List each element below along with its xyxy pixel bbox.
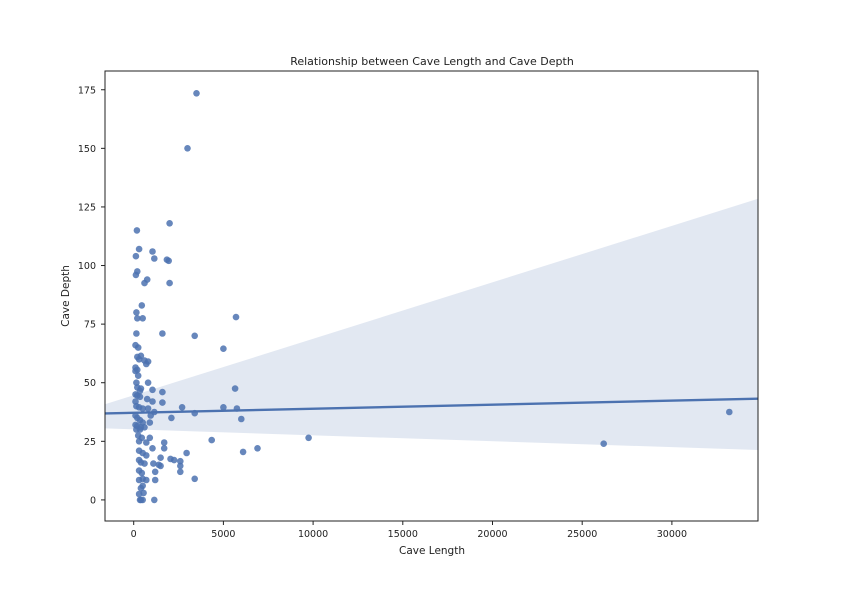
- data-point: [141, 279, 148, 287]
- data-point: [143, 395, 151, 403]
- data-point: [191, 475, 198, 483]
- data-point: [135, 245, 143, 253]
- data-point: [183, 449, 190, 457]
- data-point: [231, 385, 239, 392]
- data-point: [133, 309, 140, 316]
- data-point: [135, 438, 143, 445]
- y-tick-label: 25: [84, 437, 96, 448]
- data-point: [134, 372, 142, 380]
- y-tick-label: 75: [84, 320, 96, 331]
- data-point: [139, 315, 146, 322]
- data-point: [147, 412, 154, 419]
- data-point: [220, 345, 227, 353]
- confidence-band: [105, 198, 758, 450]
- data-point: [136, 393, 144, 401]
- data-point: [141, 460, 148, 467]
- data-point: [166, 220, 173, 227]
- data-point: [177, 457, 184, 465]
- data-point: [193, 90, 200, 97]
- data-point: [149, 386, 156, 394]
- data-point: [166, 279, 173, 287]
- data-point: [159, 330, 166, 337]
- data-point: [157, 462, 164, 470]
- plot-area: [104, 90, 759, 504]
- x-tick-label: 25000: [567, 529, 597, 540]
- data-point: [165, 257, 172, 265]
- data-point: [305, 434, 312, 442]
- data-point: [600, 440, 607, 448]
- data-point: [159, 399, 166, 406]
- data-point: [232, 313, 240, 321]
- data-point: [144, 379, 152, 387]
- regression-line: [104, 397, 759, 415]
- data-point: [143, 360, 150, 368]
- data-point: [149, 248, 156, 255]
- data-point: [157, 454, 164, 462]
- y-axis-label: Cave Depth: [60, 265, 72, 327]
- y-tick-label: 125: [78, 202, 96, 213]
- data-point: [726, 408, 733, 416]
- y-tick-label: 0: [90, 495, 96, 506]
- data-point: [146, 434, 154, 442]
- x-axis: 0 5000 10000 15000 20000 25000 30000: [131, 521, 687, 540]
- data-point: [135, 356, 143, 363]
- data-point: [238, 415, 245, 423]
- data-point: [220, 404, 227, 411]
- data-point: [139, 496, 146, 504]
- data-point: [133, 227, 141, 234]
- data-point: [149, 445, 156, 452]
- data-point: [177, 468, 184, 476]
- data-point: [139, 405, 146, 412]
- data-point: [133, 330, 140, 337]
- data-point: [168, 414, 175, 422]
- data-point: [132, 252, 140, 260]
- data-point: [159, 388, 166, 396]
- data-point: [134, 315, 141, 322]
- data-point: [136, 426, 144, 433]
- data-point: [177, 462, 184, 470]
- data-point: [134, 268, 141, 275]
- data-point: [138, 302, 146, 309]
- data-point: [134, 344, 142, 351]
- data-point: [150, 460, 157, 467]
- x-tick-label: 15000: [388, 529, 418, 540]
- data-point: [178, 404, 186, 411]
- data-point: [151, 476, 159, 484]
- data-point: [143, 439, 150, 446]
- data-point: [144, 405, 152, 412]
- x-tick-label: 10000: [298, 529, 328, 540]
- data-point: [208, 436, 215, 444]
- data-point: [135, 490, 143, 498]
- data-point: [143, 476, 150, 484]
- y-tick-label: 150: [78, 144, 96, 155]
- data-point: [184, 145, 191, 152]
- x-axis-label: Cave Length: [399, 545, 465, 557]
- y-tick-label: 50: [84, 378, 96, 389]
- data-point: [146, 419, 154, 426]
- data-point: [170, 456, 178, 464]
- data-point: [138, 469, 146, 477]
- x-tick-label: 20000: [477, 529, 507, 540]
- x-tick-label: 30000: [657, 529, 687, 540]
- data-point: [151, 468, 159, 476]
- data-point: [254, 445, 261, 452]
- data-point: [149, 398, 156, 405]
- y-tick-label: 175: [78, 85, 96, 96]
- data-point: [160, 445, 168, 452]
- data-point: [239, 448, 247, 456]
- data-point: [151, 496, 158, 504]
- y-axis: 0 25 50 75 100 125 150 175: [78, 85, 105, 506]
- x-tick-label: 5000: [211, 529, 235, 540]
- data-point: [160, 439, 168, 446]
- chart-title: Relationship between Cave Length and Cav…: [290, 55, 574, 68]
- data-point: [151, 255, 158, 262]
- data-point: [143, 452, 150, 459]
- y-tick-label: 100: [78, 261, 96, 272]
- x-tick-label: 0: [131, 529, 137, 540]
- axes-frame: [104, 70, 759, 522]
- data-point: [191, 332, 198, 340]
